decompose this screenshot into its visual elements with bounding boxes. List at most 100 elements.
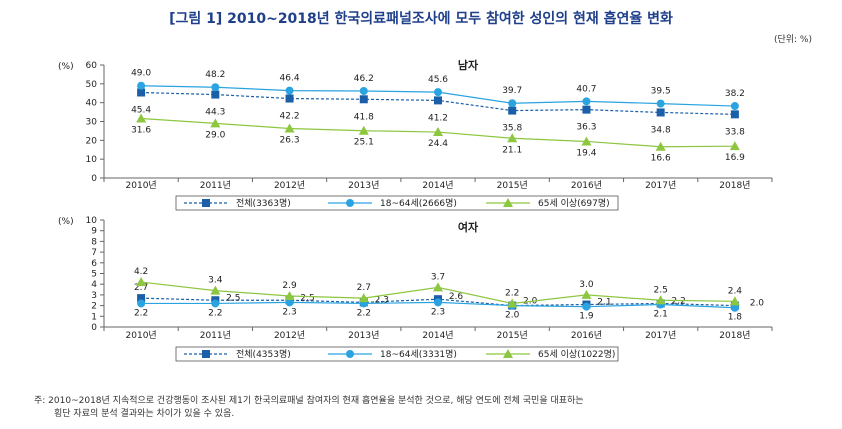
data-point bbox=[210, 118, 221, 128]
data-point bbox=[359, 86, 368, 95]
y-tick-label: 3 bbox=[91, 291, 97, 301]
data-label: 2.3 bbox=[431, 307, 445, 317]
data-label: 2.6 bbox=[449, 292, 464, 302]
data-label: 2.0 bbox=[505, 311, 520, 321]
data-label: 40.7 bbox=[576, 84, 596, 94]
legend-entry: 65세 이상(697명) bbox=[538, 198, 610, 209]
data-label: 46.4 bbox=[280, 74, 300, 84]
legend-marker bbox=[503, 198, 513, 207]
x-tick-label: 2016년 bbox=[571, 330, 602, 341]
data-point bbox=[210, 285, 221, 295]
data-label: 45.6 bbox=[428, 75, 448, 85]
data-label: 2.2 bbox=[134, 308, 148, 318]
data-label: 2.5 bbox=[654, 285, 668, 295]
data-point bbox=[655, 295, 666, 305]
y-tick-label: 30 bbox=[86, 118, 98, 128]
data-point bbox=[137, 81, 146, 90]
x-tick-label: 2014년 bbox=[422, 180, 453, 191]
y-tick-label: 1 bbox=[91, 312, 97, 322]
data-label: 2.7 bbox=[134, 283, 148, 293]
x-tick-label: 2014년 bbox=[422, 330, 453, 341]
y-tick-label: 2 bbox=[91, 302, 97, 312]
data-label: 2.1 bbox=[597, 298, 611, 308]
data-point bbox=[358, 125, 369, 135]
data-label: 2.2 bbox=[672, 296, 686, 306]
data-point bbox=[285, 298, 294, 307]
data-label: 2.9 bbox=[282, 281, 297, 291]
data-point bbox=[285, 86, 294, 95]
y-tick-label: 60 bbox=[86, 61, 98, 71]
data-label: 21.1 bbox=[502, 145, 522, 155]
data-point bbox=[434, 96, 442, 105]
y-tick-label: 0 bbox=[91, 323, 97, 333]
data-point bbox=[507, 298, 518, 308]
data-label: 2.2 bbox=[357, 308, 371, 318]
data-label: 2.2 bbox=[208, 308, 222, 318]
legend-marker bbox=[346, 350, 354, 358]
data-label: 2.3 bbox=[375, 295, 389, 305]
data-label: 3.0 bbox=[579, 280, 594, 290]
y-tick-label: 0 bbox=[91, 174, 97, 184]
x-tick-label: 2012년 bbox=[274, 330, 305, 341]
data-label: 2.5 bbox=[226, 293, 240, 303]
x-tick-label: 2013년 bbox=[348, 180, 379, 191]
y-axis-label: (%) bbox=[58, 217, 74, 227]
y-tick-label: 4 bbox=[91, 280, 97, 290]
data-point bbox=[211, 83, 220, 92]
data-point bbox=[729, 141, 740, 151]
legend-marker bbox=[202, 199, 210, 207]
data-label: 33.8 bbox=[725, 127, 745, 137]
data-point bbox=[285, 94, 294, 103]
legend-entry: 18~64세(3331명) bbox=[380, 349, 457, 360]
unit-label: (단위: %) bbox=[773, 35, 812, 45]
data-point bbox=[434, 298, 442, 307]
y-tick-label: 5 bbox=[91, 270, 97, 280]
data-label: 16.9 bbox=[725, 153, 745, 163]
chart-title: 여자 bbox=[458, 220, 479, 234]
data-point bbox=[508, 106, 517, 115]
data-point bbox=[358, 293, 369, 303]
data-point bbox=[581, 136, 592, 146]
data-point bbox=[136, 277, 147, 287]
y-tick-label: 9 bbox=[91, 227, 97, 237]
data-label: 2.4 bbox=[728, 286, 743, 296]
legend-entry: 전체(3363명) bbox=[236, 198, 291, 209]
y-tick-label: 10 bbox=[86, 155, 98, 165]
data-point bbox=[730, 110, 739, 119]
x-tick-label: 2017년 bbox=[645, 330, 676, 341]
data-point bbox=[211, 299, 220, 308]
legend-marker bbox=[503, 349, 513, 358]
data-point bbox=[729, 296, 740, 306]
x-tick-label: 2015년 bbox=[497, 180, 528, 191]
data-label: 34.8 bbox=[651, 125, 671, 135]
data-label: 2.7 bbox=[357, 283, 371, 293]
x-tick-label: 2018년 bbox=[719, 180, 750, 191]
data-point bbox=[581, 289, 592, 299]
data-point bbox=[582, 105, 591, 114]
x-tick-label: 2017년 bbox=[645, 180, 676, 191]
data-point bbox=[656, 108, 665, 117]
data-point bbox=[137, 88, 146, 97]
x-tick-label: 2013년 bbox=[348, 330, 379, 341]
legend-marker bbox=[346, 199, 354, 207]
data-label: 3.4 bbox=[208, 276, 223, 286]
x-tick-label: 2018년 bbox=[719, 330, 750, 341]
x-tick-label: 2010년 bbox=[126, 180, 157, 191]
data-point bbox=[137, 294, 146, 303]
data-point bbox=[284, 123, 295, 133]
x-tick-label: 2015년 bbox=[497, 330, 528, 341]
data-point bbox=[359, 95, 368, 104]
data-point bbox=[656, 99, 665, 108]
data-label: 16.6 bbox=[651, 154, 671, 164]
data-point bbox=[211, 90, 220, 99]
data-label: 45.4 bbox=[131, 105, 151, 115]
legend-marker bbox=[202, 350, 210, 358]
data-point bbox=[137, 299, 146, 308]
data-point bbox=[730, 303, 739, 312]
data-label: 41.2 bbox=[428, 113, 448, 123]
data-label: 25.1 bbox=[354, 138, 374, 148]
data-label: 46.2 bbox=[354, 74, 374, 84]
data-label: 19.4 bbox=[576, 148, 596, 158]
y-tick-label: 20 bbox=[86, 136, 98, 146]
y-tick-label: 8 bbox=[91, 237, 97, 247]
